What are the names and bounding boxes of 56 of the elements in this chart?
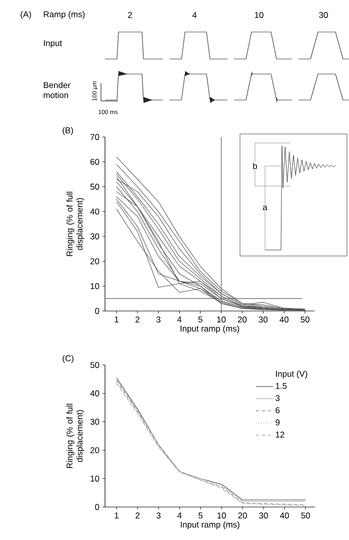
y-tick-label: 50	[90, 184, 100, 190]
chart-title: (B)	[62, 127, 73, 135]
x-tick-label: 20	[238, 316, 247, 323]
y-tick-label: 30	[90, 233, 100, 240]
annotation: a	[263, 206, 268, 210]
x-axis-title: Input ramp (ms)	[180, 325, 240, 334]
x-tick-label: 3	[156, 316, 160, 323]
x-tick-label: 2	[136, 316, 140, 322]
x-tick-label: 3	[156, 512, 161, 519]
x-tick-label: 30	[258, 316, 268, 323]
x-tick-label: 20	[238, 512, 247, 519]
legend-title: Input (V)	[276, 370, 308, 378]
x-tick-label: 5	[198, 316, 202, 322]
y-tick-label: 0	[95, 504, 100, 510]
x-tick-label: 40	[280, 316, 288, 323]
text: Bender motion	[44, 82, 70, 98]
x-tick-label: 1	[114, 512, 118, 518]
x-tick-label: 4	[177, 512, 182, 518]
x-tick-label: 10	[217, 512, 226, 519]
y-tick-label: 0	[95, 308, 100, 314]
text: Input	[44, 40, 62, 48]
x-tick-label: 5	[198, 512, 203, 518]
x-tick-label: 50	[301, 512, 310, 519]
text: Ramp (ms)	[44, 11, 85, 19]
annotation: b	[253, 162, 258, 170]
y-tick-label: 10	[90, 476, 100, 482]
legend-label: 6	[276, 407, 280, 414]
x-tick-label: 50	[300, 316, 310, 323]
legend-label: 12	[276, 432, 284, 438]
y-tick-label: 70	[90, 134, 100, 140]
x-tick-label: 30	[259, 512, 268, 519]
legend-label: 3	[276, 395, 280, 402]
x-tick-label: 2	[136, 512, 140, 518]
x-tick-label: 10	[217, 316, 226, 323]
category-label: 4	[192, 12, 197, 18]
y-tick-label: 60	[90, 158, 100, 165]
legend-label: 9	[276, 419, 280, 426]
category-label: 30	[319, 12, 328, 18]
text: (A)	[20, 11, 31, 19]
legend-label: 1.5	[276, 382, 287, 389]
x-tick-label: 1	[114, 316, 118, 322]
y-axis-title: Ringing (% of full displacement)	[66, 404, 84, 468]
y-tick-label: 20	[90, 258, 100, 264]
x-axis-title: Input ramp (ms)	[180, 521, 240, 530]
category-label: 2	[128, 12, 132, 18]
category-label: 10	[254, 12, 264, 18]
y-tick-label: 20	[90, 447, 100, 454]
chart-title: (C)	[62, 355, 74, 363]
y-tick-label: 50	[90, 362, 100, 368]
y-axis-title: Ringing (% of full displacement)	[66, 192, 84, 256]
y-tick-label: 40	[90, 208, 100, 215]
x-tick-label: 4	[177, 316, 182, 322]
x-tick-label: 40	[280, 512, 289, 519]
y-tick-label: 10	[90, 283, 100, 290]
y-tick-label: 30	[90, 418, 100, 425]
y-tick-label: 40	[90, 390, 100, 396]
